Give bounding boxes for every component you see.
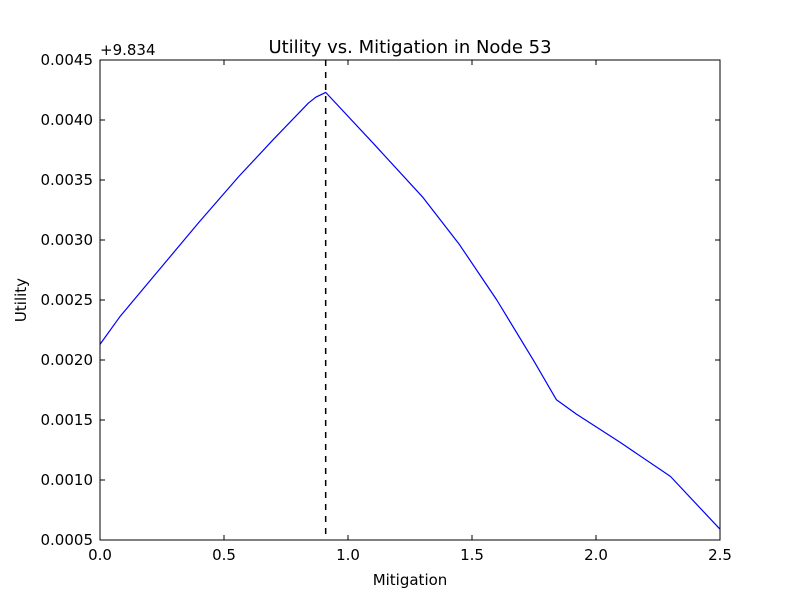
x-tick-label: 0.0 <box>88 546 112 564</box>
y-tick-label: 0.0040 <box>41 111 94 129</box>
x-tick-label: 1.0 <box>336 546 360 564</box>
axis-ticks: 0.0 0.5 1.0 1.5 2.0 2.5 0.0005 0.0010 0.0015 0.00… <box>41 51 732 564</box>
series-line-0 <box>99 91 721 530</box>
plot-area <box>99 60 721 540</box>
y-tick-label: 0.0030 <box>41 231 94 249</box>
x-axis-label: Mitigation <box>373 571 448 589</box>
y-tick-label: 0.0025 <box>41 291 94 309</box>
x-tick-label: 1.5 <box>460 546 484 564</box>
x-tick-label: 2.5 <box>708 546 732 564</box>
x-tick-label: 2.0 <box>584 546 608 564</box>
plot-frame <box>99 59 721 541</box>
y-tick-label: 0.0010 <box>41 471 94 489</box>
y-axis-offset-label: +9.834 <box>100 41 156 59</box>
chart-title: Utility vs. Mitigation in Node 53 <box>268 37 551 58</box>
y-tick-label: 0.0035 <box>41 171 94 189</box>
y-tick-label: 0.0020 <box>41 351 94 369</box>
y-axis-label: Utility <box>12 278 30 322</box>
y-tick-label: 0.0015 <box>41 411 94 429</box>
x-tick-label: 0.5 <box>212 546 236 564</box>
y-tick-label: 0.0045 <box>41 51 94 69</box>
y-tick-label: 0.0005 <box>41 531 94 549</box>
